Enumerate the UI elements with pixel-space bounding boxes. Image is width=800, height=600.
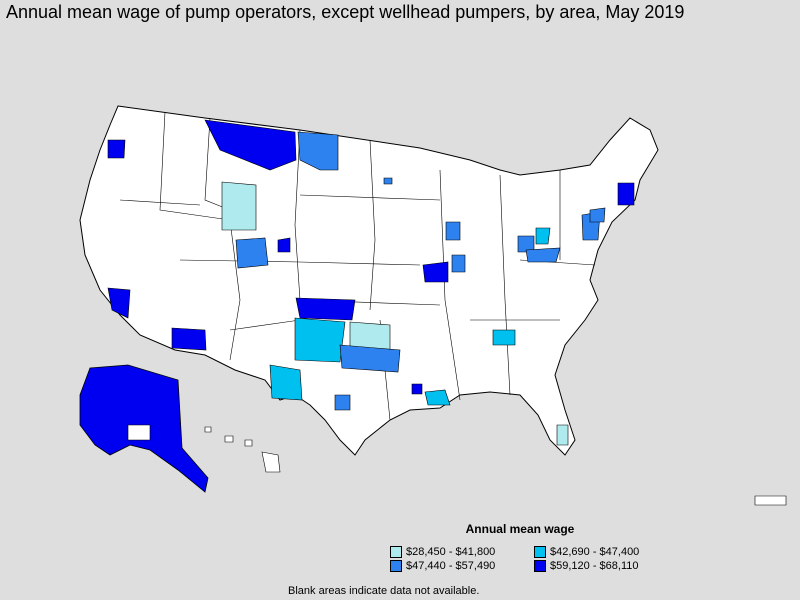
area-north-dakota [297,131,339,171]
area-central-texas [334,394,351,411]
area-georgia [492,329,516,346]
area-virginia [525,247,561,263]
area-illinois [445,221,461,241]
area-oklahoma [295,297,356,321]
puerto-rico [754,495,787,506]
alaska-inset [127,424,151,441]
area-gulf-coast [424,389,451,406]
legend-item-1: $28,450 - $41,800 [390,546,495,558]
area-pennsylvania [535,227,551,245]
area-arizona [171,327,207,351]
area-south-dakota [383,177,393,185]
legend-label-3: $47,440 - $57,490 [406,560,496,572]
area-west-texas [269,364,303,401]
area-kentucky [422,261,449,283]
area-east-texas [339,344,401,373]
area-north-texas [349,321,391,351]
area-texas-panhandle [294,317,346,363]
area-colorado-east [277,237,291,253]
footnote: Blank areas indicate data not available. [288,585,480,597]
area-colorado-north [235,237,269,269]
area-nevada [107,287,131,319]
area-new-york [589,207,606,223]
legend-swatch-3 [390,560,402,572]
legend-swatch-2 [534,546,546,558]
legend-label-1: $28,450 - $41,800 [406,546,496,558]
area-new-england [617,182,635,206]
area-florida [556,424,569,446]
legend-item-3: $47,440 - $57,490 [390,560,495,572]
legend-label-4: $59,120 - $68,110 [550,560,639,572]
hawaii [204,426,281,473]
area-indiana [451,254,466,273]
legend-label-2: $42,690 - $47,400 [550,546,640,558]
legend-swatch-1 [390,546,402,558]
map-title: Annual mean wage of pump operators, exce… [6,2,685,22]
area-louisiana [411,383,423,395]
area-wyoming [221,181,257,231]
legend-item-4: $59,120 - $68,110 [534,560,638,572]
legend-swatch-4 [534,560,546,572]
legend-title: Annual mean wage [465,522,575,536]
area-montana [204,119,297,171]
area-washington [107,139,126,159]
legend-item-2: $42,690 - $47,400 [534,546,639,558]
